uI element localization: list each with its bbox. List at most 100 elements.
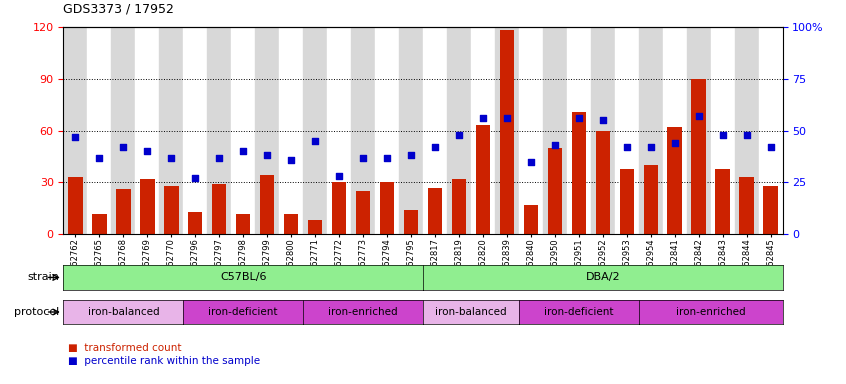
Text: iron-deficient: iron-deficient bbox=[208, 307, 278, 317]
Bar bbox=[475, 125, 490, 234]
Bar bbox=[495, 27, 519, 234]
Bar bbox=[308, 220, 322, 234]
Point bbox=[500, 115, 514, 121]
Text: ■  percentile rank within the sample: ■ percentile rank within the sample bbox=[68, 356, 260, 366]
Bar bbox=[164, 186, 179, 234]
Bar bbox=[759, 27, 783, 234]
Point bbox=[572, 115, 585, 121]
Text: iron-deficient: iron-deficient bbox=[544, 307, 613, 317]
Text: DBA/2: DBA/2 bbox=[585, 272, 620, 283]
Bar bbox=[303, 27, 327, 234]
Bar bbox=[236, 214, 250, 234]
Point bbox=[92, 154, 106, 161]
Point bbox=[236, 148, 250, 154]
Bar bbox=[404, 210, 418, 234]
Bar bbox=[591, 27, 615, 234]
Bar bbox=[159, 27, 184, 234]
Text: iron-enriched: iron-enriched bbox=[328, 307, 398, 317]
Bar bbox=[716, 169, 730, 234]
Point bbox=[596, 117, 609, 123]
Bar bbox=[255, 27, 279, 234]
Bar bbox=[619, 169, 634, 234]
Bar bbox=[284, 214, 299, 234]
Bar bbox=[135, 27, 159, 234]
Point bbox=[380, 154, 393, 161]
Bar bbox=[332, 182, 346, 234]
Bar bbox=[112, 27, 135, 234]
Point bbox=[428, 144, 442, 150]
Bar bbox=[188, 212, 202, 234]
Bar bbox=[739, 177, 754, 234]
Bar bbox=[639, 27, 662, 234]
Bar bbox=[524, 205, 538, 234]
Bar bbox=[356, 191, 371, 234]
Bar bbox=[207, 27, 231, 234]
Bar bbox=[447, 27, 471, 234]
Text: iron-balanced: iron-balanced bbox=[435, 307, 507, 317]
Bar bbox=[87, 27, 112, 234]
Bar bbox=[231, 27, 255, 234]
Bar bbox=[615, 27, 639, 234]
Point bbox=[308, 138, 321, 144]
Point bbox=[356, 154, 370, 161]
Point bbox=[69, 134, 82, 140]
Text: iron-enriched: iron-enriched bbox=[676, 307, 745, 317]
Bar bbox=[500, 30, 514, 234]
Bar bbox=[572, 112, 586, 234]
Text: iron-balanced: iron-balanced bbox=[88, 307, 159, 317]
Point bbox=[524, 159, 537, 165]
Point bbox=[644, 144, 657, 150]
Point bbox=[212, 154, 226, 161]
Point bbox=[667, 140, 681, 146]
Bar bbox=[644, 165, 658, 234]
Bar bbox=[547, 148, 562, 234]
Bar bbox=[667, 127, 682, 234]
Point bbox=[164, 154, 178, 161]
Point bbox=[117, 144, 130, 150]
Bar bbox=[327, 27, 351, 234]
Bar bbox=[662, 27, 687, 234]
Point bbox=[764, 144, 777, 150]
Bar bbox=[519, 27, 543, 234]
Text: protocol: protocol bbox=[14, 307, 59, 317]
Bar bbox=[279, 27, 303, 234]
Bar bbox=[212, 184, 227, 234]
Point bbox=[716, 132, 729, 138]
Bar bbox=[691, 79, 706, 234]
Bar bbox=[428, 188, 442, 234]
Bar bbox=[140, 179, 155, 234]
Point bbox=[261, 152, 274, 159]
Bar bbox=[734, 27, 759, 234]
Bar bbox=[184, 27, 207, 234]
Bar bbox=[711, 27, 734, 234]
Bar bbox=[92, 214, 107, 234]
Bar bbox=[423, 27, 447, 234]
Point bbox=[140, 148, 154, 154]
Bar bbox=[69, 177, 83, 234]
Point bbox=[620, 144, 634, 150]
Bar bbox=[452, 179, 466, 234]
Text: C57BL/6: C57BL/6 bbox=[220, 272, 266, 283]
Bar bbox=[260, 175, 274, 234]
Bar bbox=[763, 186, 777, 234]
Point bbox=[332, 173, 346, 179]
Bar bbox=[471, 27, 495, 234]
Point bbox=[284, 157, 298, 163]
Bar bbox=[399, 27, 423, 234]
Point bbox=[452, 132, 465, 138]
Bar bbox=[380, 182, 394, 234]
Bar bbox=[116, 189, 130, 234]
Point bbox=[548, 142, 562, 148]
Bar bbox=[375, 27, 399, 234]
Bar bbox=[596, 131, 610, 234]
Point bbox=[692, 113, 706, 119]
Point bbox=[189, 175, 202, 181]
Point bbox=[404, 152, 418, 159]
Text: strain: strain bbox=[27, 272, 59, 283]
Bar bbox=[687, 27, 711, 234]
Bar bbox=[543, 27, 567, 234]
Text: ■  transformed count: ■ transformed count bbox=[68, 343, 181, 353]
Point bbox=[739, 132, 753, 138]
Bar bbox=[63, 27, 87, 234]
Point bbox=[476, 115, 490, 121]
